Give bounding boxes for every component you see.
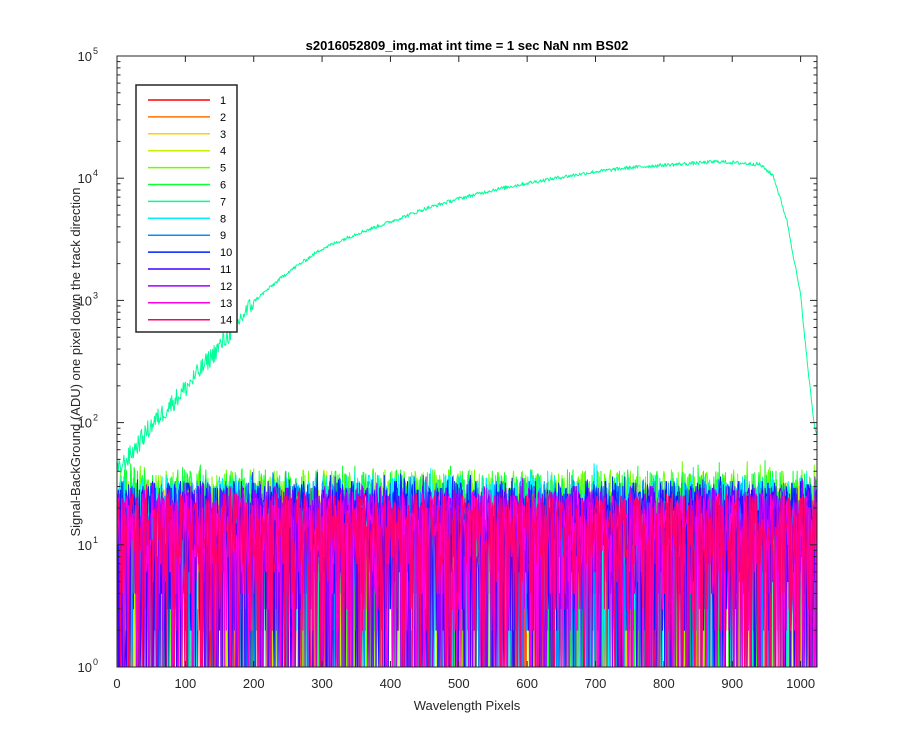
x-tick-label: 200 xyxy=(243,676,265,691)
y-tick-label: 104 xyxy=(78,168,98,186)
x-axis: 0 100 200 300 400 500 600 700 800 900 1000 xyxy=(113,56,815,691)
series-line-14 xyxy=(117,484,817,667)
x-axis-label: Wavelength Pixels xyxy=(414,698,521,713)
legend-label-2: 2 xyxy=(220,112,226,124)
y-axis-label: Signal-BackGround (ADU) one pixel down t… xyxy=(68,187,83,536)
x-tick-label: 700 xyxy=(585,676,607,691)
x-tick-label: 800 xyxy=(653,676,675,691)
plot-frame xyxy=(116,55,818,668)
x-tick-label: 0 xyxy=(113,676,120,691)
legend-label-1: 1 xyxy=(220,95,226,107)
x-tick-label: 600 xyxy=(516,676,538,691)
x-tick-label: 1000 xyxy=(786,676,815,691)
series-layer xyxy=(117,159,817,667)
legend-label-10: 10 xyxy=(220,247,232,259)
legend-label-14: 14 xyxy=(220,315,232,327)
y-tick-label: 105 xyxy=(78,46,98,64)
legend-label-11: 11 xyxy=(220,264,231,276)
legend-label-5: 5 xyxy=(220,163,226,175)
legend-label-8: 8 xyxy=(220,213,226,225)
legend-label-6: 6 xyxy=(220,180,226,192)
x-tick-label: 100 xyxy=(175,676,197,691)
legend-label-9: 9 xyxy=(220,230,226,242)
legend-label-4: 4 xyxy=(220,146,226,158)
legend-label-13: 13 xyxy=(220,298,232,310)
legend-label-3: 3 xyxy=(220,129,226,141)
x-tick-label: 500 xyxy=(448,676,470,691)
legend-label-7: 7 xyxy=(220,196,226,208)
chart-title: s2016052809_img.mat int time = 1 sec NaN… xyxy=(306,38,629,53)
x-tick-label: 400 xyxy=(380,676,402,691)
x-tick-label: 900 xyxy=(721,676,743,691)
x-tick-label: 300 xyxy=(311,676,333,691)
y-tick-label: 100 xyxy=(78,657,98,675)
legend-label-12: 12 xyxy=(220,281,232,293)
legend-box xyxy=(135,84,238,333)
